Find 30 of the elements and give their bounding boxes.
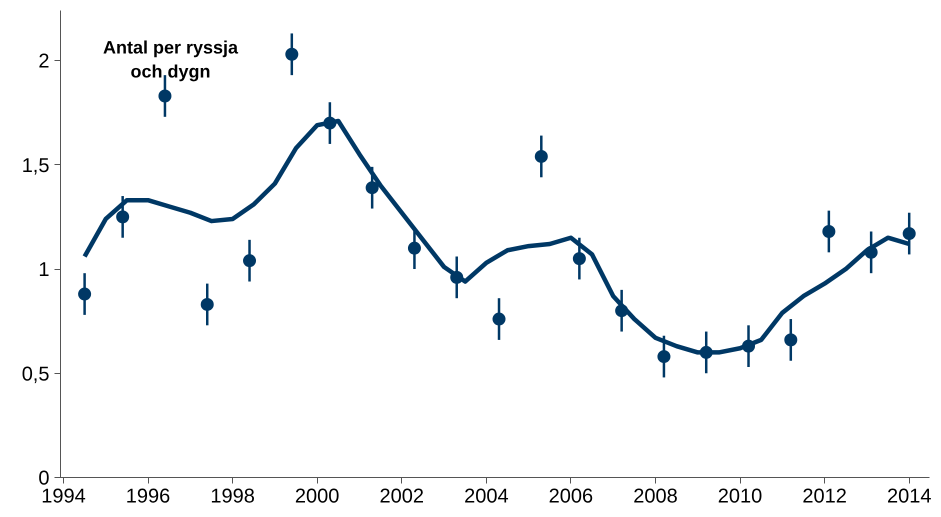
point — [822, 225, 836, 238]
x-tick-label: 2008 — [633, 486, 678, 508]
point — [492, 312, 506, 326]
point — [534, 150, 548, 163]
y-tick-label: 1 — [38, 259, 50, 282]
x-tick-label: 2006 — [548, 486, 594, 508]
point — [158, 89, 172, 102]
x-tick-label: 2004 — [464, 486, 509, 508]
x-tick-label: 1996 — [126, 486, 170, 508]
point — [408, 242, 421, 255]
point — [243, 254, 256, 268]
point — [572, 252, 586, 266]
x-tick-label: 2012 — [802, 486, 847, 508]
point — [366, 181, 379, 194]
x-tick-label: 2014 — [886, 486, 932, 508]
y-tick-label: 1,5 — [22, 154, 50, 177]
point — [285, 48, 298, 61]
y-tick-label: 0,5 — [22, 363, 50, 386]
y-tick-label: 2 — [38, 50, 50, 73]
annotation: Antal per ryssja och dygn — [102, 38, 240, 82]
x-tick-label: 2000 — [294, 486, 340, 508]
x-tick-label: 2002 — [380, 486, 424, 508]
point — [116, 210, 130, 224]
point — [200, 298, 214, 311]
point — [902, 227, 916, 240]
point — [657, 350, 670, 364]
x-tick-label: 1998 — [210, 486, 255, 508]
point — [78, 288, 92, 301]
x-tick-label: 2010 — [718, 486, 762, 508]
point — [784, 333, 798, 346]
